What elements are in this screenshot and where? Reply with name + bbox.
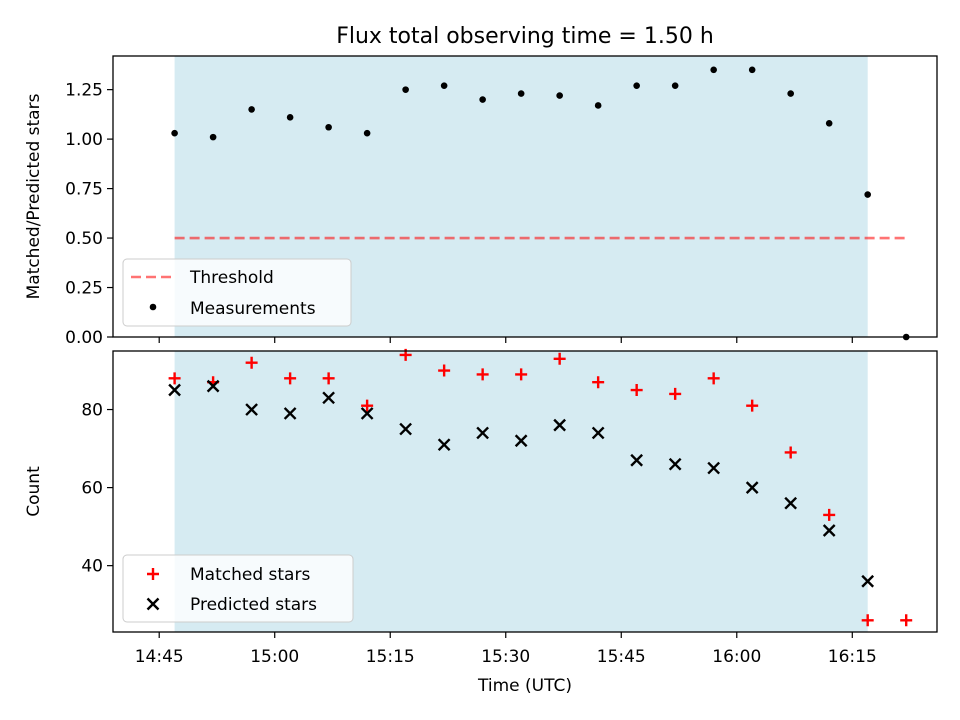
legend-label: Measurements: [190, 299, 316, 319]
y-tick-label: 60: [81, 479, 103, 499]
axes-frame: [112, 350, 938, 633]
legend-box: [122, 554, 354, 623]
matched-star-point: [669, 387, 682, 400]
matched-star-point: [553, 352, 566, 365]
legend-matched-swatch: [147, 568, 159, 580]
y-tick-label: 0.75: [65, 180, 103, 200]
predicted-star-point: [668, 457, 682, 471]
predicted-star-point: [399, 422, 412, 436]
y-tick-label: 1.25: [65, 81, 103, 101]
matched-star-point: [900, 614, 913, 627]
matched-star-point: [784, 446, 797, 459]
chart-title: Flux total observing time = 1.50 h: [336, 24, 714, 49]
matched-star-point: [284, 372, 297, 385]
y-tick-label: 0.25: [65, 279, 103, 299]
predicted-star-point: [322, 391, 335, 405]
matched-star-point: [630, 384, 643, 397]
axes-frame: [112, 55, 938, 338]
matched-star-point: [746, 399, 759, 412]
legend-measurement-swatch: [149, 303, 157, 311]
measurement-point: [748, 66, 756, 74]
predicted-star-point: [745, 481, 759, 494]
measurement-point: [402, 86, 409, 93]
x-tick-label: 14:45: [135, 647, 184, 667]
x-tick-label: 15:45: [597, 647, 646, 667]
x-tick-label: 15:15: [366, 647, 415, 667]
measurement-point: [286, 114, 294, 121]
predicted-star-point: [514, 434, 528, 448]
legend-label: Threshold: [189, 268, 274, 288]
predicted-star-point: [437, 438, 451, 452]
measurement-point: [787, 90, 794, 97]
measurement-point: [825, 119, 833, 127]
measurement-point: [671, 82, 679, 89]
matched-star-point: [438, 364, 451, 377]
matched-star-point: [361, 399, 374, 412]
matched-star-point: [592, 376, 605, 389]
legend: Matched stars Predicted stars: [122, 554, 354, 623]
matched-star-point: [245, 356, 258, 369]
legend-label: Matched stars: [190, 565, 310, 585]
measurement-point: [440, 82, 448, 89]
y-axis-label: Count: [24, 466, 44, 517]
measurement-point: [517, 90, 525, 97]
x-tick-label: 15:30: [481, 647, 530, 667]
legend: Threshold Measurements: [122, 258, 352, 327]
x-tick-label: 16:00: [712, 647, 761, 667]
measurement-point: [633, 82, 640, 89]
predicted-star-point: [553, 418, 567, 432]
y-tick-label: 80: [81, 401, 103, 421]
predicted-star-point: [822, 524, 836, 537]
measurement-point: [363, 129, 371, 137]
x-tick-label: 15:00: [250, 647, 299, 667]
matched-star-point: [707, 372, 720, 385]
legend-predicted-swatch: [146, 597, 160, 611]
x-tick-label: 16:15: [828, 647, 877, 667]
predicted-star-point: [707, 461, 721, 475]
matched-star-point: [515, 368, 528, 381]
measurement-point: [209, 133, 217, 141]
y-tick-label: 40: [81, 557, 103, 577]
matched-star-point: [861, 614, 874, 627]
predicted-star-point: [476, 426, 489, 440]
matched-star-point: [476, 368, 489, 381]
y-axis-label: Matched/Predicted stars: [24, 93, 44, 299]
measurement-point: [556, 92, 563, 99]
predicted-star-point: [861, 574, 875, 588]
x-axis-label: Time (UTC): [477, 676, 572, 696]
predicted-star-point: [206, 379, 220, 393]
predicted-star-point: [360, 407, 374, 420]
predicted-star-point: [630, 453, 644, 467]
measurement-point: [325, 123, 332, 131]
predicted-star-point: [168, 383, 181, 397]
matched-star-point: [823, 508, 836, 521]
predicted-star-point: [784, 496, 798, 510]
predicted-star-point: [283, 407, 297, 420]
measurement-point: [248, 106, 255, 113]
count-panel: 40 60 80 14:45 15:00 15:15 15:30 15:45 16:00 16:1…: [24, 348, 938, 696]
predicted-star-point: [245, 403, 258, 416]
y-tick-label: 0.00: [65, 328, 103, 348]
measurement-point: [710, 66, 717, 74]
measurement-point: [479, 96, 486, 103]
measurement-point: [864, 191, 871, 198]
measurement-point: [171, 129, 178, 137]
matched-star-point: [322, 372, 335, 385]
y-tick-label: 1.00: [65, 130, 103, 150]
legend-box: [122, 258, 352, 327]
legend-label: Predicted stars: [190, 595, 317, 615]
measurement-point: [594, 102, 602, 109]
ratio-panel: 0.00 0.25 0.50 0.75 1.00 1.25 Matched/Predicte…: [24, 55, 938, 348]
y-tick-label: 0.50: [65, 229, 103, 249]
predicted-star-point: [591, 426, 605, 440]
matched-star-point: [168, 372, 181, 385]
